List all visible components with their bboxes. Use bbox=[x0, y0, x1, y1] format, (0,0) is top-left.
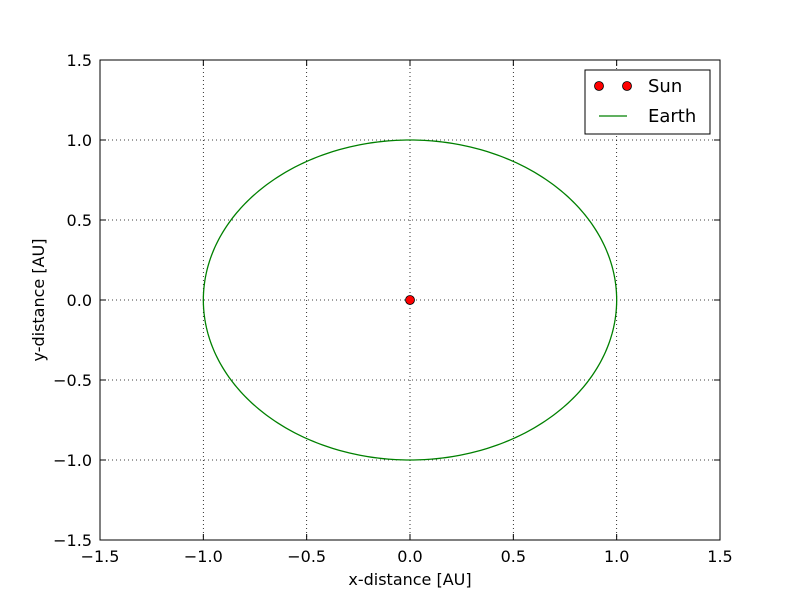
sun-markers bbox=[405, 295, 415, 305]
x-tick-label: −1.0 bbox=[184, 547, 223, 566]
x-tick-label: 0.5 bbox=[501, 547, 526, 566]
x-tick-label: 0.0 bbox=[397, 547, 422, 566]
x-tick-label: −0.5 bbox=[287, 547, 326, 566]
legend-sun-label: Sun bbox=[648, 76, 682, 97]
x-tick-labels: −1.5 −1.0 −0.5 0.0 0.5 1.0 1.5 bbox=[81, 547, 733, 566]
legend: Sun Earth bbox=[584, 69, 711, 135]
x-axis-label: x-distance [AU] bbox=[348, 570, 471, 589]
y-tick-label: −0.5 bbox=[53, 371, 92, 390]
legend-sun-marker bbox=[622, 81, 632, 91]
y-tick-label: −1.5 bbox=[53, 531, 92, 550]
legend-box bbox=[584, 69, 711, 135]
x-tick-label: −1.5 bbox=[81, 547, 120, 566]
plot-area bbox=[99, 59, 721, 541]
y-tick-label: 0.5 bbox=[67, 211, 92, 230]
y-tick-label: 0.0 bbox=[67, 291, 92, 310]
x-tick-label: 1.5 bbox=[707, 547, 732, 566]
legend-entry-sun: Sun bbox=[594, 76, 682, 97]
y-tick-label: −1.0 bbox=[53, 451, 92, 470]
x-tick-label: 1.0 bbox=[604, 547, 629, 566]
earth-orbit-line bbox=[202, 139, 618, 461]
axis-ticks bbox=[99, 59, 721, 541]
y-tick-labels: −1.5 −1.0 −0.5 0.0 0.5 1.0 1.5 bbox=[53, 51, 92, 550]
y-tick-label: 1.5 bbox=[67, 51, 92, 70]
legend-earth-label: Earth bbox=[648, 106, 696, 127]
legend-sun-marker bbox=[594, 81, 604, 91]
sun-marker bbox=[405, 295, 415, 305]
y-axis-label: y-distance [AU] bbox=[29, 239, 48, 362]
y-tick-label: 1.0 bbox=[67, 131, 92, 150]
legend-entry-earth: Earth bbox=[599, 106, 696, 127]
